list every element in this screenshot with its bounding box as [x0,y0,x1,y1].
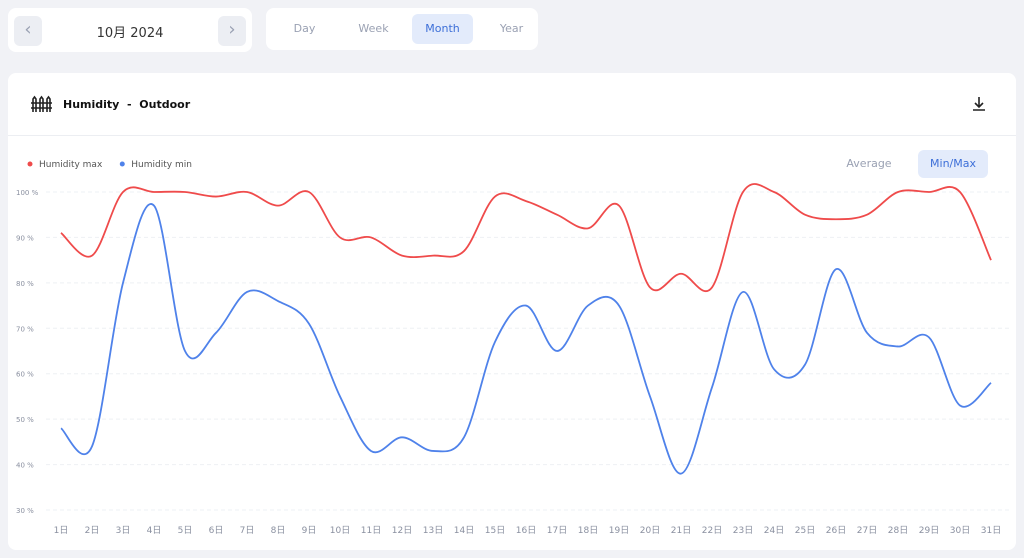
tab[interactable]: Week [358,22,389,35]
month-nav: ‹ 10月 2024 › [8,8,252,52]
tab[interactable]: Month [412,14,473,44]
card-title: Humidity - Outdoor [63,98,190,111]
month-label: 10月 2024 [96,26,164,41]
separator: - [127,98,132,111]
tab[interactable]: Day [293,22,316,35]
toggle[interactable]: Min/Max [918,150,988,178]
divider [8,135,1016,136]
prev-button[interactable]: ‹ [14,16,42,46]
fence-icon [31,95,52,112]
period-tabs: Day Week Month Year [266,8,538,50]
location: Outdoor [139,98,191,111]
tab[interactable]: Year [499,22,524,35]
download-button[interactable] [970,95,988,113]
toggle[interactable]: Average [846,157,892,170]
next-button[interactable]: › [218,16,246,46]
title: Humidity [63,98,120,111]
chart-card: Humidity - Outdoor Average Min/Max [8,73,1016,550]
